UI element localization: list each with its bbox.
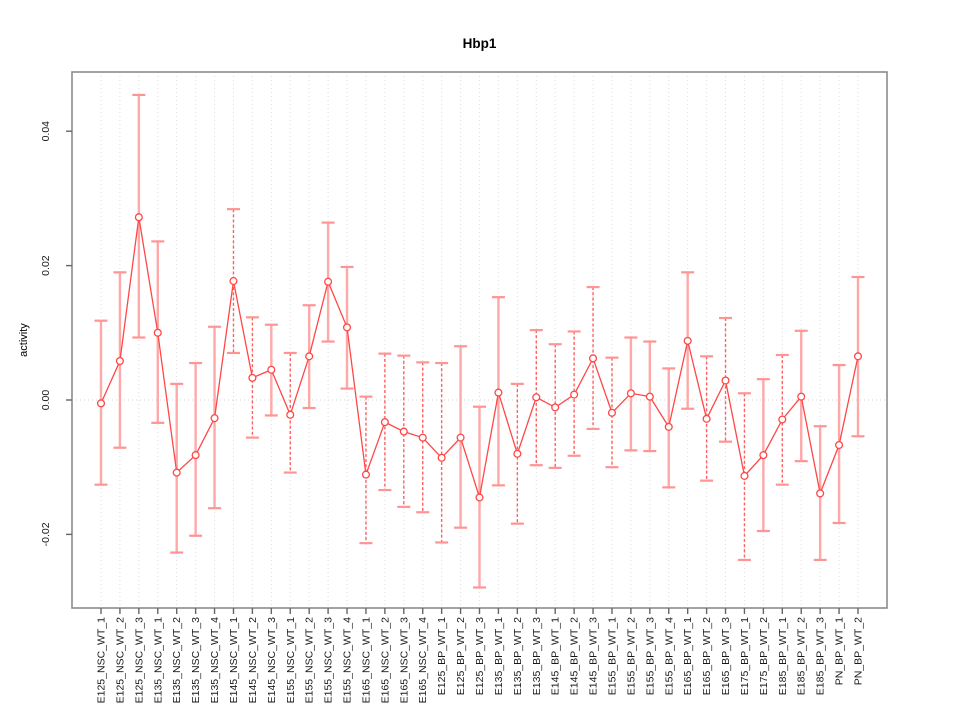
x-tick-label: E145_NSC_WT_1 (228, 617, 240, 704)
x-tick-label: E125_BP_WT_2 (455, 617, 467, 695)
y-axis-title: activity (18, 323, 30, 357)
data-point (380, 418, 389, 427)
data-point (267, 365, 276, 374)
x-tick-label: E125_BP_WT_3 (474, 617, 486, 695)
x-tick-label: E165_NSC_WT_4 (417, 617, 429, 704)
data-point (721, 376, 730, 385)
x-tick-label: E125_NSC_WT_1 (96, 617, 108, 704)
data-point (286, 410, 295, 419)
x-tick-label: E145_NSC_WT_2 (247, 617, 259, 704)
data-point (740, 471, 749, 480)
data-point (702, 414, 711, 423)
data-point (324, 277, 333, 286)
x-tick-label: E155_NSC_WT_3 (323, 617, 335, 704)
data-point (342, 323, 352, 332)
x-tick-label: E165_NSC_WT_3 (398, 617, 410, 704)
axes-layer: -0.02 0.00 0.02 0.04 E125_NSC_WT_1 E125_NSC_W… (40, 71, 888, 704)
data-point (835, 440, 844, 450)
data-point (229, 277, 238, 286)
data-point (551, 403, 560, 412)
data-point (305, 352, 314, 361)
x-tick-label: E165_BP_WT_2 (701, 617, 713, 695)
x-tick-label: E155_NSC_WT_2 (304, 617, 316, 704)
x-tick-label: E155_BP_WT_2 (625, 617, 637, 695)
x-tick-label: E175_BP_WT_2 (758, 617, 770, 695)
x-tick-label: E185_BP_WT_1 (777, 617, 789, 695)
data-point (797, 392, 806, 401)
x-tick-label: E135_BP_WT_1 (493, 617, 505, 695)
data-point (494, 388, 503, 397)
data-point (172, 468, 181, 477)
x-tick-label: E135_BP_WT_3 (531, 617, 543, 695)
data-point (607, 408, 617, 417)
x-tick-label: E125_NSC_WT_2 (114, 617, 126, 704)
x-tick-label: E165_BP_WT_1 (682, 617, 694, 695)
data-point (399, 427, 408, 436)
data-point (532, 393, 541, 402)
x-tick-label: E155_NSC_WT_1 (285, 617, 297, 704)
x-tick-label: E135_NSC_WT_2 (171, 617, 183, 704)
data-point (853, 352, 863, 361)
x-tick-label: E145_NSC_WT_3 (266, 617, 278, 704)
data-point (418, 433, 427, 442)
x-tick-label: E165_NSC_WT_2 (379, 617, 391, 704)
x-tick-label: E145_BP_WT_3 (588, 617, 600, 695)
x-tick-label: E175_BP_WT_1 (739, 617, 751, 695)
data-point (570, 390, 579, 399)
x-tick-label: E145_BP_WT_1 (550, 617, 562, 695)
x-tick-label: PN_BP_WT_1 (834, 617, 846, 685)
data-point (456, 433, 465, 442)
data-point (759, 451, 768, 460)
data-point (664, 422, 673, 431)
x-tick-label: E185_BP_WT_2 (796, 617, 808, 695)
data-point (210, 414, 219, 423)
data-point (645, 392, 654, 401)
data-point (626, 389, 635, 398)
data-point (683, 336, 692, 345)
x-tick-label: E135_NSC_WT_3 (190, 617, 202, 704)
x-tick-label: E125_BP_WT_1 (436, 617, 448, 695)
data-point (248, 373, 257, 382)
y-tick-label: -0.02 (40, 522, 52, 546)
data-point (115, 356, 124, 366)
x-tick-label: E135_BP_WT_2 (512, 617, 524, 695)
x-tick-label: E185_BP_WT_3 (815, 617, 827, 695)
y-tick-label: 0.04 (40, 121, 52, 142)
data-point (588, 354, 598, 363)
x-tick-label: E165_BP_WT_3 (720, 617, 732, 695)
chart-title: Hbp1 (463, 36, 497, 51)
data-layer (94, 93, 865, 589)
x-tick-label: E135_NSC_WT_4 (209, 617, 221, 704)
data-point (475, 493, 484, 502)
data-point (96, 399, 106, 408)
x-tick-label: E135_NSC_WT_1 (152, 617, 164, 704)
x-tick-label: E145_BP_WT_2 (569, 617, 581, 695)
x-tick-label: E155_NSC_WT_4 (342, 617, 354, 704)
data-point (778, 415, 787, 424)
data-point (816, 489, 825, 498)
data-point (153, 328, 162, 337)
x-tick-label: E125_NSC_WT_3 (133, 617, 145, 704)
data-point (513, 449, 522, 458)
x-tick-label: E155_BP_WT_3 (644, 617, 656, 695)
x-tick-label: E165_NSC_WT_1 (360, 617, 372, 704)
y-tick-label: 0.02 (40, 255, 52, 276)
data-point (361, 470, 371, 479)
data-point (437, 453, 446, 462)
data-point (134, 213, 143, 222)
x-tick-label: E155_BP_WT_1 (606, 617, 618, 695)
y-tick-label: 0.00 (40, 390, 52, 411)
data-point (191, 451, 200, 460)
x-tick-label: PN_BP_WT_2 (853, 617, 865, 685)
x-tick-label: E155_BP_WT_4 (663, 617, 675, 695)
